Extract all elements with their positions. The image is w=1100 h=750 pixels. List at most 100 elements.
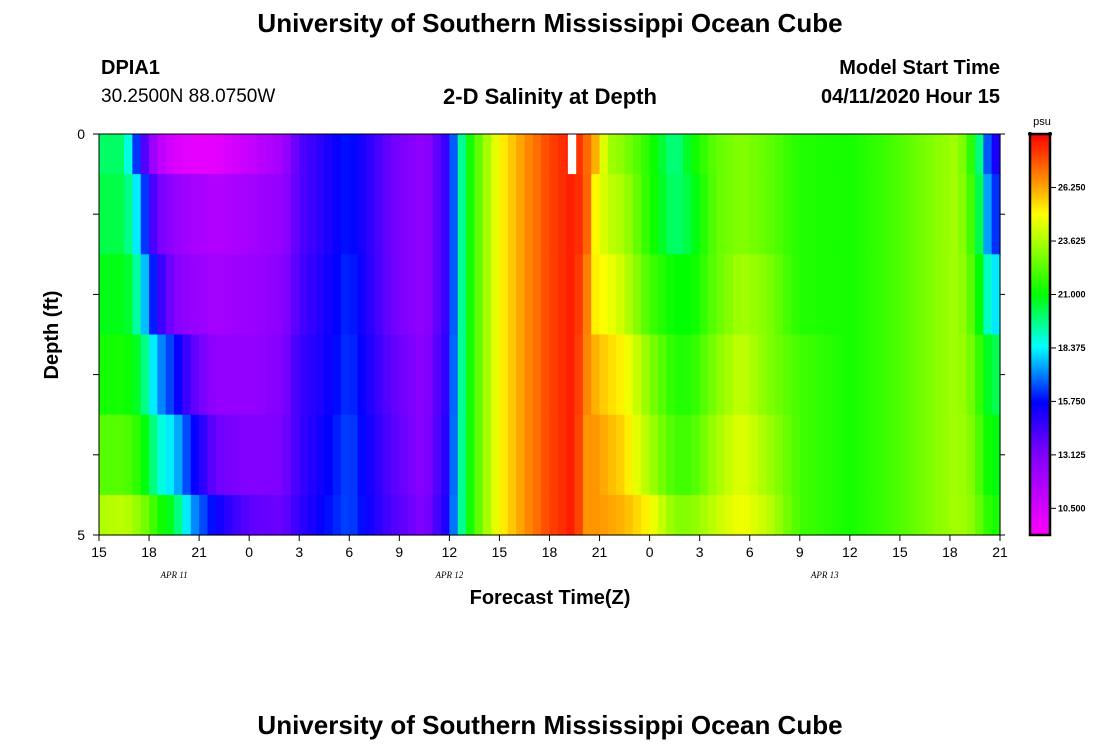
heatmap-cell — [691, 174, 701, 255]
heatmap-cell — [207, 334, 217, 416]
heatmap-cell — [140, 254, 150, 336]
heatmap-cells — [99, 134, 1001, 536]
heatmap-cell — [516, 414, 526, 496]
heatmap-cell — [599, 494, 609, 536]
heatmap-cell — [307, 494, 317, 536]
heatmap-cell — [899, 134, 909, 175]
heatmap-cell — [974, 174, 984, 255]
plot-title: 2-D Salinity at Depth — [443, 84, 657, 109]
heatmap-cell — [866, 414, 876, 496]
heatmap-cell — [499, 494, 509, 536]
heatmap-cell — [466, 134, 476, 175]
heatmap-cell — [132, 174, 142, 255]
heatmap-cell — [899, 494, 909, 536]
heatmap-cell — [808, 494, 818, 536]
x-tick-label: 0 — [646, 544, 654, 560]
heatmap-cell — [849, 414, 859, 496]
heatmap-cell — [257, 174, 267, 255]
heatmap-cell — [624, 174, 634, 255]
heatmap-cell — [507, 134, 517, 175]
heatmap-cell — [290, 334, 300, 416]
heatmap-cell — [591, 494, 601, 536]
footer-title: University of Southern Mississippi Ocean… — [257, 710, 843, 740]
heatmap-cell — [582, 414, 592, 496]
heatmap-cell — [215, 174, 225, 255]
heatmap-cell — [691, 334, 701, 416]
heatmap-cell — [949, 414, 959, 496]
heatmap-cell — [174, 254, 184, 336]
heatmap-cell — [157, 254, 167, 336]
heatmap-cell — [724, 254, 734, 336]
heatmap-cell — [491, 414, 501, 496]
heatmap-cell — [549, 254, 559, 336]
heatmap-cell — [733, 134, 742, 175]
heatmap-cell — [282, 494, 292, 536]
heatmap-cell — [974, 254, 984, 336]
heatmap-cell — [741, 334, 751, 416]
heatmap-cell — [390, 134, 400, 175]
heatmap-cell — [524, 174, 534, 255]
heatmap-cell — [149, 174, 158, 255]
heatmap-cell — [190, 254, 200, 336]
heatmap-cell — [758, 174, 767, 255]
x-tick-label: 12 — [842, 544, 858, 560]
heatmap-cell — [682, 414, 692, 496]
heatmap-cell — [574, 254, 584, 336]
colorbar-gradient — [1028, 132, 1052, 537]
heatmap-cell — [708, 334, 717, 416]
heatmap-cell — [699, 254, 709, 336]
heatmap-cell — [716, 174, 726, 255]
missing-data — [567, 134, 577, 175]
heatmap-cell — [841, 174, 851, 255]
heatmap-cell — [407, 334, 417, 416]
heatmap-cell — [140, 174, 150, 255]
heatmap-cell — [499, 334, 509, 416]
y-axis-title: Depth (ft) — [41, 291, 63, 380]
heatmap-cell — [908, 334, 918, 416]
heatmap-cell — [591, 134, 601, 175]
heatmap-cell — [974, 134, 984, 175]
heatmap-cell — [424, 254, 434, 336]
heatmap-cell — [232, 134, 242, 175]
heatmap-cell — [758, 254, 767, 336]
heatmap-cell — [324, 174, 334, 255]
heatmap-cell — [632, 134, 642, 175]
heatmap-cell — [766, 414, 776, 496]
heatmap-cell — [532, 334, 542, 416]
heatmap-cell — [365, 414, 375, 496]
colorbar-label: 15.750 — [1058, 396, 1086, 406]
heatmap-cell — [833, 254, 843, 336]
heatmap-cell — [491, 134, 501, 175]
heatmap-cell — [657, 134, 667, 175]
heatmap-cell — [716, 494, 726, 536]
heatmap-cell — [991, 174, 1001, 255]
heatmap-cell — [574, 494, 584, 536]
heatmap-cell — [399, 254, 409, 336]
heatmap-cell — [949, 254, 959, 336]
heatmap-cell — [699, 334, 709, 416]
heatmap-cell — [791, 254, 801, 336]
heatmap-cell — [315, 494, 325, 536]
heatmap-cell — [340, 414, 350, 496]
heatmap-cell — [424, 334, 434, 416]
heatmap-cell — [657, 174, 667, 255]
heatmap-cell — [240, 134, 250, 175]
heatmap-cell — [165, 334, 175, 416]
heatmap-cell — [649, 414, 659, 496]
heatmap-cell — [966, 134, 976, 175]
heatmap-cell — [149, 334, 158, 416]
heatmap-cell — [532, 414, 542, 496]
heatmap-cell — [290, 254, 300, 336]
heatmap-cell — [708, 254, 717, 336]
heatmap-cell — [958, 254, 968, 336]
heatmap-cell — [674, 254, 684, 336]
heatmap-cell — [199, 494, 209, 536]
heatmap-cell — [207, 414, 217, 496]
heatmap-cell — [182, 254, 192, 336]
heatmap-cell — [224, 494, 234, 536]
x-axis-title: Forecast Time(Z) — [470, 587, 631, 609]
heatmap-cell — [582, 254, 592, 336]
heatmap-cell — [516, 174, 526, 255]
colorbar-label: 26.250 — [1058, 183, 1086, 193]
heatmap-cell — [733, 334, 742, 416]
